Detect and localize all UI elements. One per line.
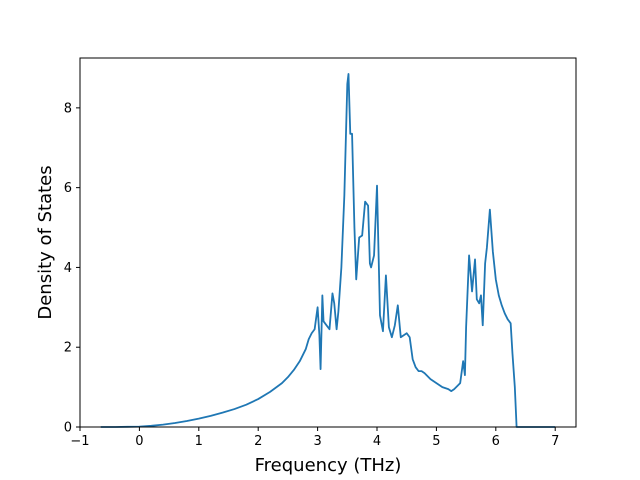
x-axis-ticks: −1 0 1 2 3 4 5 6 7 xyxy=(70,427,559,449)
y-tick-label: 6 xyxy=(64,181,72,196)
x-tick-label: −1 xyxy=(70,434,89,449)
x-axis-label: Frequency (THz) xyxy=(255,455,402,476)
y-tick-label: 4 xyxy=(64,261,72,276)
dos-series-line xyxy=(100,73,556,428)
y-axis-ticks: 0 2 4 6 8 xyxy=(64,101,80,436)
x-tick-label: 0 xyxy=(135,434,143,449)
y-tick-label: 8 xyxy=(64,101,72,116)
y-tick-label: 0 xyxy=(64,421,72,436)
x-tick-label: 3 xyxy=(313,434,321,449)
plot-area xyxy=(100,73,556,428)
y-axis-label: Density of States xyxy=(35,165,56,319)
x-tick-label: 6 xyxy=(492,434,500,449)
x-tick-label: 2 xyxy=(254,434,262,449)
x-tick-label: 5 xyxy=(432,434,440,449)
y-tick-label: 2 xyxy=(64,341,72,356)
axes-frame xyxy=(79,57,577,428)
x-tick-label: 7 xyxy=(551,434,559,449)
x-tick-label: 1 xyxy=(195,434,203,449)
x-tick-label: 4 xyxy=(373,434,381,449)
